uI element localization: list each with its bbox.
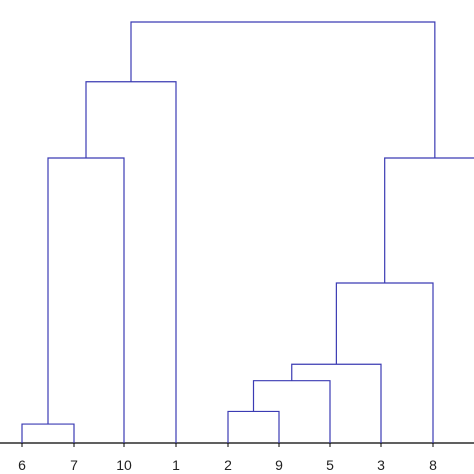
leaf-label: 9 [275, 457, 283, 473]
leaf-label: 5 [326, 457, 334, 473]
leaf-label: 10 [116, 457, 132, 473]
leaf-label: 1 [172, 457, 180, 473]
dendrogram-link [85, 81, 177, 443]
leaf-label: 3 [377, 457, 385, 473]
dendrogram-link [335, 282, 434, 443]
dendrogram-link [21, 423, 75, 443]
dendrogram-link [47, 157, 125, 443]
dendrogram-link [291, 363, 382, 443]
x-axis-ticks [21, 443, 434, 447]
leaf-labels: 6 7 10 1 2 9 5 3 8 [18, 457, 437, 473]
leaf-label: 2 [224, 457, 232, 473]
dendrogram-link [130, 21, 436, 158]
dendrogram-links [21, 21, 474, 443]
leaf-label: 8 [429, 457, 437, 473]
leaf-label: 6 [18, 457, 26, 473]
leaf-label: 7 [70, 457, 78, 473]
dendrogram-link [384, 157, 474, 284]
dendrogram-link [227, 410, 280, 443]
